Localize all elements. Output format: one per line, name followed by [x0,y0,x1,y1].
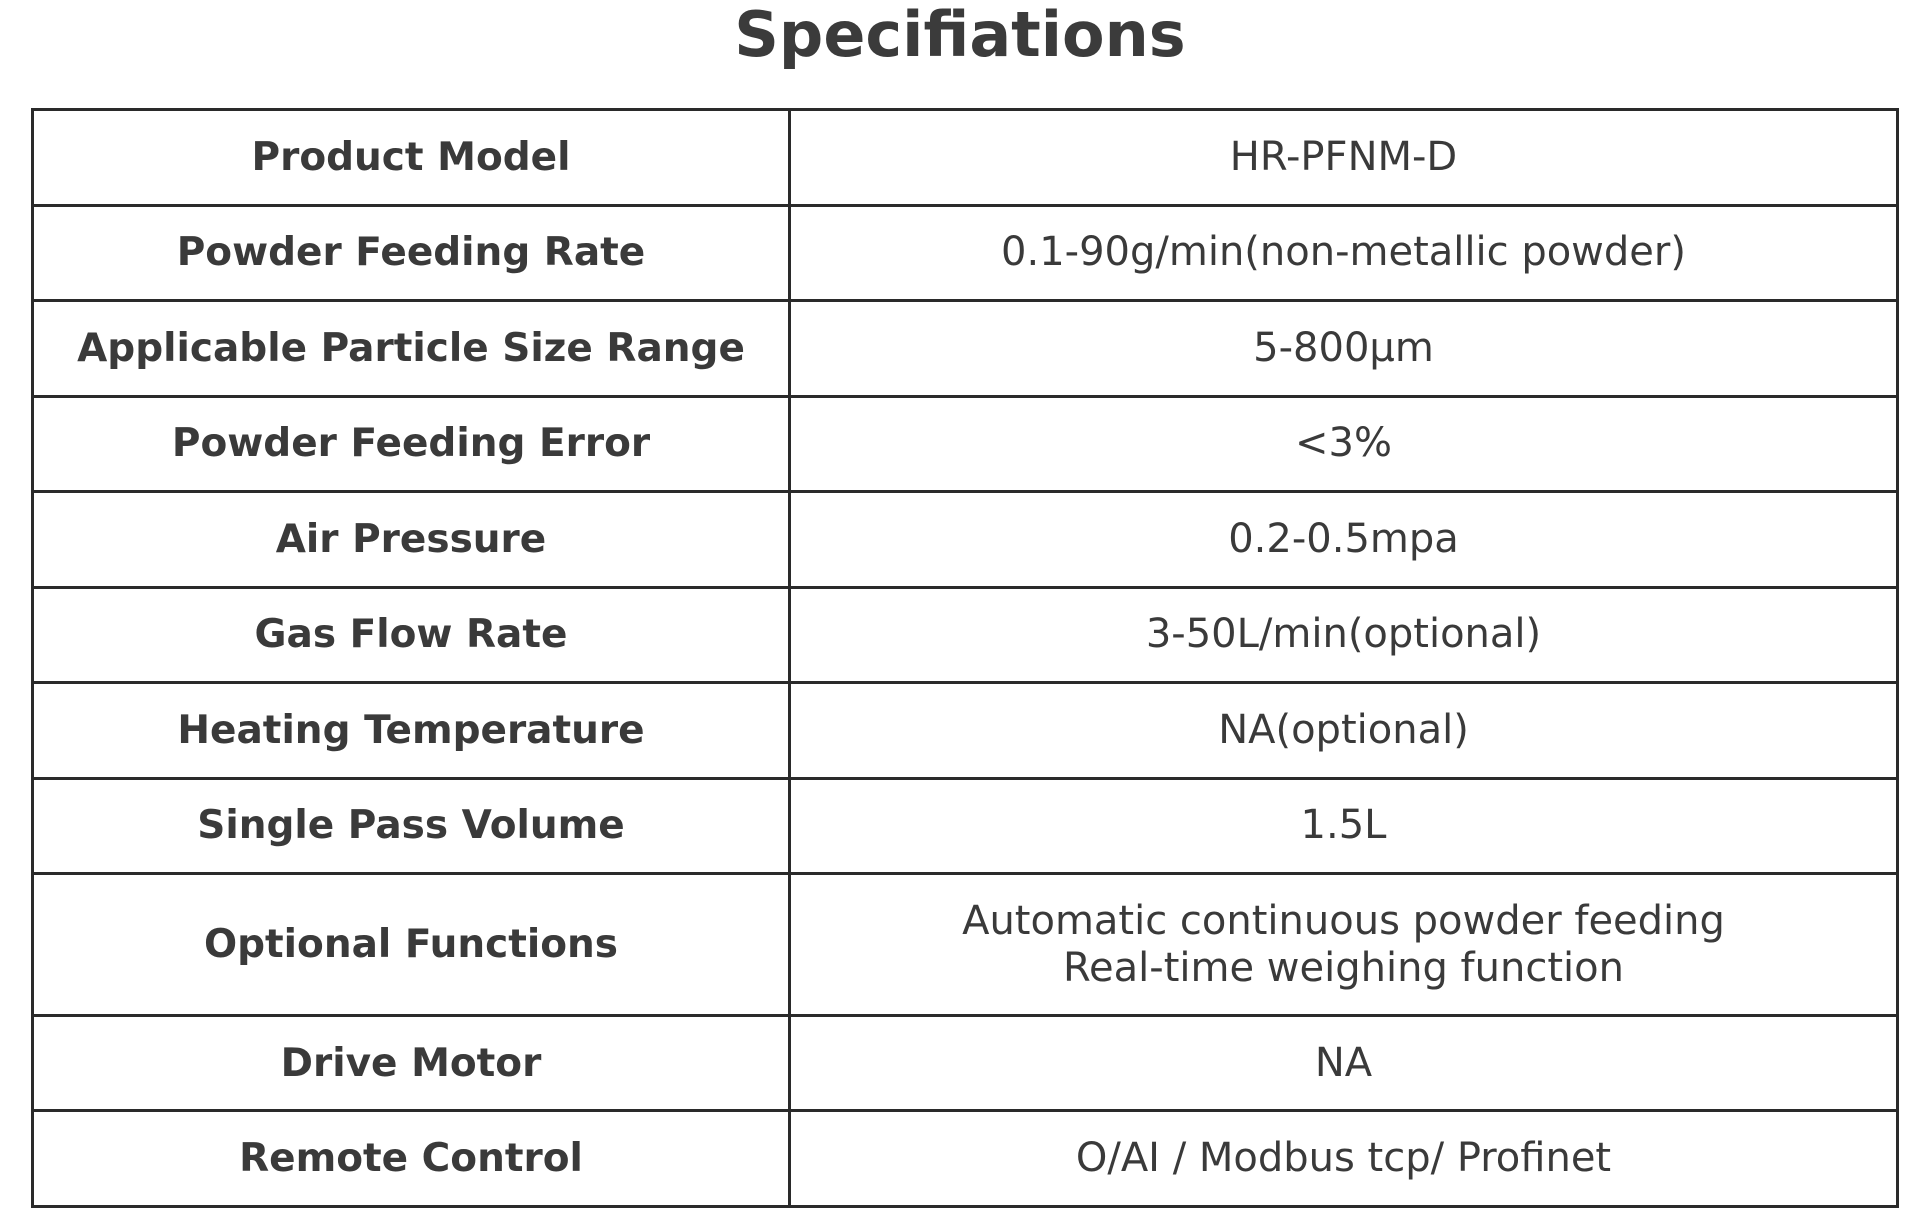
spec-label: Air Pressure [31,490,791,589]
spec-value: Automatic continuous powder feeding Real… [788,872,1899,1017]
specifications-table: Product Model HR-PFNM-D Powder Feeding R… [31,108,1899,1208]
page-title: Specifiations [734,0,1186,71]
spec-label: Applicable Particle Size Range [31,299,791,398]
spec-value: O/AI / Modbus tcp/ Profinet [788,1109,1899,1208]
spec-label: Product Model [31,108,791,207]
table-row: Drive Motor NA [31,1013,1899,1113]
table-row: Product Model HR-PFNM-D [31,108,1899,207]
table-row: Applicable Particle Size Range 5-800μm [31,299,1899,398]
table-row: Optional Functions Automatic continuous … [31,872,1899,1017]
spec-value: 0.1-90g/min(non-metallic powder) [788,203,1899,303]
spec-value-line: 0.1-90g/min(non-metallic powder) [1001,229,1686,276]
spec-value: 1.5L [788,776,1899,876]
spec-value-line: <3% [1295,420,1392,467]
table-row: Gas Flow Rate 3-50L/min(optional) [31,585,1899,685]
spec-value-line: NA(optional) [1218,706,1469,753]
spec-value-line: 0.2-0.5mpa [1228,515,1459,562]
spec-value: <3% [788,394,1899,494]
table-row: Powder Feeding Rate 0.1-90g/min(non-meta… [31,203,1899,303]
spec-value: NA(optional) [788,681,1899,780]
spec-value: HR-PFNM-D [788,108,1899,207]
table-row: Heating Temperature NA(optional) [31,681,1899,780]
spec-label: Optional Functions [31,872,791,1017]
spec-value-line: O/AI / Modbus tcp/ Profinet [1075,1135,1612,1182]
spec-value-line: Real-time weighing function [1063,944,1624,991]
spec-value-line: Automatic continuous powder feeding [962,897,1725,944]
spec-value-line: 3-50L/min(optional) [1145,611,1542,658]
spec-value: 3-50L/min(optional) [788,585,1899,685]
spec-label: Drive Motor [31,1013,791,1113]
spec-value: 0.2-0.5mpa [788,490,1899,589]
spec-label: Heating Temperature [31,681,791,780]
table-row: Air Pressure 0.2-0.5mpa [31,490,1899,589]
spec-value-line: NA [1314,1039,1373,1086]
spec-label: Powder Feeding Rate [31,203,791,303]
spec-value-line: 5-800μm [1253,324,1434,371]
spec-value: NA [788,1013,1899,1113]
table-row: Powder Feeding Error <3% [31,394,1899,494]
spec-value: 5-800μm [788,299,1899,398]
table-row: Remote Control O/AI / Modbus tcp/ Profin… [31,1109,1899,1208]
spec-value-line: HR-PFNM-D [1229,133,1458,180]
table-row: Single Pass Volume 1.5L [31,776,1899,876]
spec-value-line: 1.5L [1300,802,1387,849]
spec-label: Single Pass Volume [31,776,791,876]
spec-label: Gas Flow Rate [31,585,791,685]
spec-label: Powder Feeding Error [31,394,791,494]
spec-label: Remote Control [31,1109,791,1208]
